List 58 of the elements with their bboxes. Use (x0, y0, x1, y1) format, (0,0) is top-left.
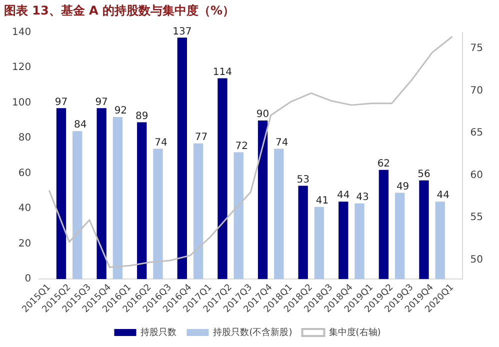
data-label: 77 (194, 132, 208, 144)
bar (112, 116, 123, 280)
data-label: 44 (436, 190, 450, 202)
data-label: 97 (95, 96, 108, 108)
bar (72, 131, 82, 280)
y-tick-label: 60 (18, 168, 32, 179)
bar (234, 152, 244, 280)
y2-tick-label: 60 (470, 170, 484, 181)
bar (96, 108, 106, 280)
y-tick-label: 20 (18, 238, 32, 250)
bar (298, 186, 308, 280)
y2-tick-label: 75 (470, 43, 484, 54)
bar (258, 120, 268, 280)
data-label: 114 (212, 66, 232, 78)
data-label: 137 (172, 26, 192, 38)
y-tick-label: 120 (12, 62, 32, 74)
data-label: 41 (316, 195, 329, 206)
bar (419, 180, 429, 280)
data-label: 97 (54, 96, 68, 108)
bar (394, 192, 405, 280)
y-tick-label: 0 (24, 274, 32, 285)
chart-title: 图表 13、基金 A 的持股数与集中度（%） (4, 3, 235, 18)
bar (218, 78, 228, 280)
y-tick-label: 40 (18, 203, 32, 214)
data-label: 84 (74, 120, 87, 131)
data-label: 74 (276, 137, 288, 148)
data-label: 43 (356, 192, 369, 203)
bar (137, 122, 147, 280)
bar (378, 170, 389, 280)
y-tick-label: 100 (12, 97, 32, 108)
bar (314, 206, 324, 280)
data-label: 92 (114, 106, 128, 117)
bar (338, 202, 348, 280)
y2-tick-label: 65 (470, 128, 484, 139)
bar (354, 203, 364, 280)
data-label: 56 (418, 169, 430, 180)
data-label: 72 (235, 140, 248, 152)
data-label: 74 (154, 137, 168, 148)
bar (153, 148, 163, 280)
bar (177, 38, 187, 280)
bar (193, 143, 204, 280)
legend-label: 持股只数 (140, 326, 177, 338)
y2-tick-label: 70 (470, 85, 484, 96)
y2-tick-label: 50 (470, 254, 484, 266)
data-label: 53 (296, 174, 310, 186)
y-tick-label: 80 (18, 132, 32, 144)
bar (274, 148, 284, 280)
legend-label: 集中度(右轴) (328, 326, 381, 338)
legend-label: 持股只数(不含新股) (213, 326, 292, 338)
data-label: 62 (377, 158, 390, 170)
data-label: 44 (337, 190, 350, 202)
y-tick-label: 140 (12, 26, 32, 38)
data-label: 90 (256, 109, 270, 120)
data-label: 89 (135, 110, 148, 122)
bar (56, 108, 66, 280)
bar (435, 202, 445, 280)
data-label: 49 (396, 181, 410, 192)
y2-tick-label: 55 (470, 212, 484, 224)
